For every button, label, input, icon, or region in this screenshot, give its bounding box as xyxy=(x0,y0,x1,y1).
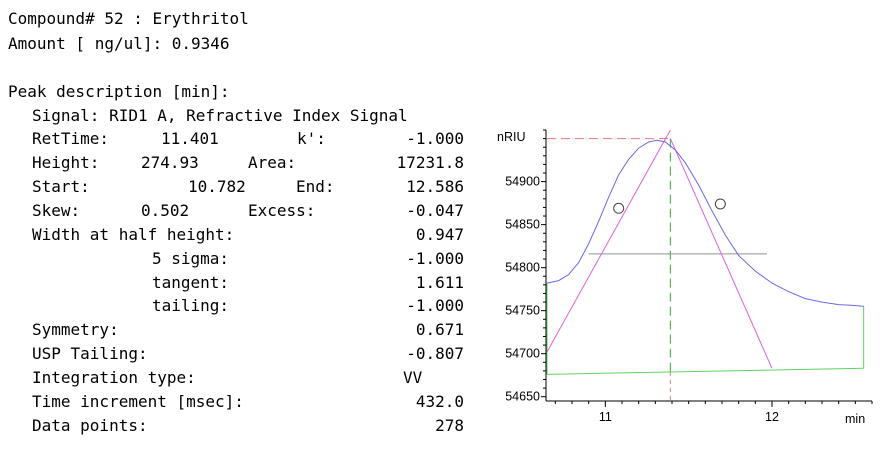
inflection-point-marker xyxy=(613,202,625,214)
width-half-value: 0.947 xyxy=(415,225,464,244)
usp-tailing-label: USP Tailing: xyxy=(32,344,148,363)
peak-description-title: Peak description [min]: xyxy=(8,82,230,101)
width-half-label: Width at half height: xyxy=(32,225,235,244)
start-label: Start: xyxy=(32,177,90,196)
y-tick-label: 54650 xyxy=(505,390,540,404)
signal-curve xyxy=(546,139,864,307)
x-ticks: 11 12 xyxy=(554,401,873,424)
area-label: Area: xyxy=(248,153,297,172)
y-axis-label: nRIU xyxy=(497,130,525,144)
start-value: 10.782 xyxy=(188,177,246,196)
skew-label: Skew: xyxy=(32,201,81,220)
plot-area xyxy=(546,129,865,401)
integration-type-label: Integration type: xyxy=(32,368,196,387)
y-tick-label: 54750 xyxy=(505,304,540,318)
end-value: 12.586 xyxy=(406,177,464,196)
height-label: Height: xyxy=(32,153,100,172)
sigma5-value: -1.000 xyxy=(406,249,464,268)
x-tick-label: 12 xyxy=(765,410,779,424)
skew-value: 0.502 xyxy=(141,201,190,220)
signal-line: Signal: RID1 A, Refractive Index Signal xyxy=(32,106,408,125)
y-tick-label: 54850 xyxy=(505,218,540,232)
height-value: 274.93 xyxy=(141,153,199,172)
x-tick-label: 11 xyxy=(599,410,612,424)
sigma5-label: 5 sigma: xyxy=(152,249,230,268)
compound-title: Compound# 52 : Erythritol xyxy=(8,9,249,28)
rettime-value: 11.401 xyxy=(161,129,219,148)
amount-line: Amount [ ng/ul]: 0.9346 xyxy=(8,34,230,53)
kprime-value: -1.000 xyxy=(406,129,464,148)
tailing-value: -1.000 xyxy=(406,296,464,315)
baseline-line xyxy=(546,367,864,375)
area-value: 17231.8 xyxy=(396,153,464,172)
integration-type-value: VV xyxy=(403,368,423,387)
tangent-label: tangent: xyxy=(152,273,230,292)
x-axis-label: min xyxy=(845,412,865,426)
y-tick-label: 54800 xyxy=(505,261,540,275)
time-increment-label: Time increment [msec]: xyxy=(32,392,244,411)
data-points-value: 278 xyxy=(435,416,464,435)
time-increment-value: 432.0 xyxy=(415,392,464,411)
kprime-label: k': xyxy=(297,129,326,148)
symmetry-value: 0.671 xyxy=(415,320,464,339)
symmetry-label: Symmetry: xyxy=(32,320,119,339)
rettime-label: RetTime: xyxy=(32,129,110,148)
tailing-label: tailing: xyxy=(152,296,230,315)
usp-tailing-value: -0.807 xyxy=(406,344,464,363)
end-label: End: xyxy=(296,177,335,196)
inflection-point-marker xyxy=(714,198,726,210)
y-tick-label: 54700 xyxy=(505,347,540,361)
left-tangent-line xyxy=(546,129,671,353)
data-points-label: Data points: xyxy=(32,416,148,435)
y-ticks: 54650 54700 54750 54800 54850 54900 xyxy=(505,129,546,404)
right-tangent-line xyxy=(669,138,773,369)
tangent-value: 1.611 xyxy=(415,273,464,292)
excess-label: Excess: xyxy=(248,201,316,220)
excess-value: -0.047 xyxy=(406,201,464,220)
y-tick-label: 54900 xyxy=(505,175,540,189)
